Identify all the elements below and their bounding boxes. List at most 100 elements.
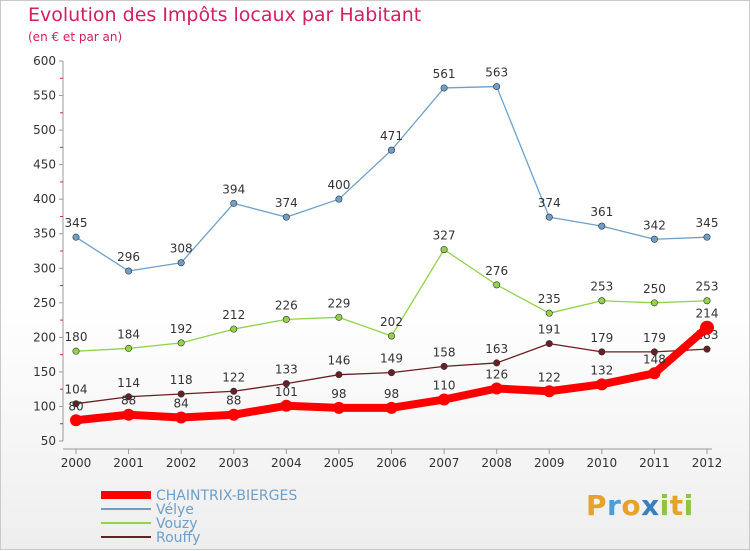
x-tick-label: 2005: [324, 456, 355, 470]
data-point: [490, 382, 503, 395]
data-point: [595, 378, 608, 391]
data-label: 229: [327, 296, 350, 310]
data-label: 98: [384, 387, 399, 401]
data-point: [282, 315, 290, 323]
data-point: [598, 348, 606, 356]
data-label: 250: [643, 282, 666, 296]
legend-label: Rouffy: [156, 530, 200, 546]
data-point: [545, 213, 553, 221]
data-label: 110: [433, 379, 456, 393]
data-point: [440, 84, 448, 92]
data-label: 126: [485, 367, 508, 381]
x-tick-label: 2009: [534, 456, 565, 470]
y-tick-label: 300: [33, 261, 56, 275]
chart-title: Evolution des Impôts locaux par Habitant: [28, 4, 422, 26]
data-label: 122: [538, 370, 561, 384]
data-label: 88: [121, 394, 136, 408]
x-tick-label: 2006: [376, 456, 407, 470]
data-label: 122: [222, 370, 245, 384]
data-point: [230, 325, 238, 333]
data-point: [282, 213, 290, 221]
data-point: [177, 259, 185, 267]
y-tick-label: 50: [41, 434, 56, 448]
data-point: [543, 385, 556, 398]
data-label: 80: [68, 399, 83, 413]
data-point: [493, 359, 501, 367]
legend-label: Vouzy: [156, 516, 198, 532]
data-label: 118: [170, 373, 193, 387]
data-label: 148: [643, 352, 666, 366]
data-point: [648, 367, 661, 380]
data-label: 191: [538, 323, 561, 337]
data-label: 361: [590, 205, 613, 219]
data-label: 308: [170, 242, 193, 256]
chart-subtitle: (en € et par an): [28, 30, 123, 44]
data-label: 84: [174, 397, 189, 411]
data-point: [332, 401, 345, 414]
data-point: [125, 267, 133, 275]
data-label: 296: [117, 250, 140, 264]
x-tick-label: 2004: [271, 456, 302, 470]
data-label: 394: [222, 182, 245, 196]
data-label: 132: [590, 363, 613, 377]
data-label: 202: [380, 315, 403, 329]
x-tick-label: 2001: [113, 456, 144, 470]
data-label: 163: [485, 342, 508, 356]
data-point: [335, 195, 343, 203]
data-label: 276: [485, 264, 508, 278]
data-label: 114: [117, 376, 140, 390]
y-tick-label: 150: [33, 365, 56, 379]
data-label: 253: [696, 280, 719, 294]
x-tick-label: 2010: [587, 456, 618, 470]
data-point: [227, 408, 240, 421]
data-label: 327: [433, 229, 456, 243]
data-point: [650, 299, 658, 307]
legend-label: CHAINTRIX-BIERGES: [156, 488, 297, 504]
data-label: 235: [538, 292, 561, 306]
y-tick-label: 550: [33, 89, 56, 103]
data-label: 184: [117, 327, 140, 341]
data-point: [387, 369, 395, 377]
data-label: 342: [643, 218, 666, 232]
data-point: [700, 320, 714, 335]
data-label: 471: [380, 129, 403, 143]
data-label: 253: [590, 280, 613, 294]
x-tick-label: 2000: [61, 456, 92, 470]
data-point: [545, 340, 553, 348]
data-point: [72, 400, 80, 408]
data-label: 345: [696, 216, 719, 230]
x-tick-label: 2012: [692, 456, 723, 470]
data-point: [703, 345, 711, 353]
data-label: 98: [331, 387, 346, 401]
data-label: 101: [275, 385, 298, 399]
data-point: [650, 348, 658, 356]
data-label: 104: [65, 383, 88, 397]
data-point: [650, 235, 658, 243]
x-tick-label: 2007: [429, 456, 460, 470]
data-point: [387, 332, 395, 340]
data-point: [175, 411, 188, 424]
x-tick-label: 2003: [218, 456, 249, 470]
y-tick-label: 350: [33, 227, 56, 241]
y-tick-label: 600: [33, 54, 56, 68]
data-point: [280, 399, 293, 412]
data-point: [493, 281, 501, 289]
y-tick-label: 200: [33, 330, 56, 344]
data-label: 149: [380, 352, 403, 366]
proxiti-logo: Proxiti: [586, 489, 694, 522]
data-point: [230, 387, 238, 395]
data-point: [598, 297, 606, 305]
data-label: 212: [222, 308, 245, 322]
data-point: [440, 362, 448, 370]
data-point: [177, 339, 185, 347]
data-label: 88: [226, 394, 241, 408]
x-tick-label: 2008: [481, 456, 512, 470]
data-point: [72, 233, 80, 241]
data-point: [122, 408, 135, 421]
y-tick-label: 100: [33, 399, 56, 413]
data-point: [125, 393, 133, 401]
data-point: [493, 83, 501, 91]
data-label: 226: [275, 298, 298, 312]
